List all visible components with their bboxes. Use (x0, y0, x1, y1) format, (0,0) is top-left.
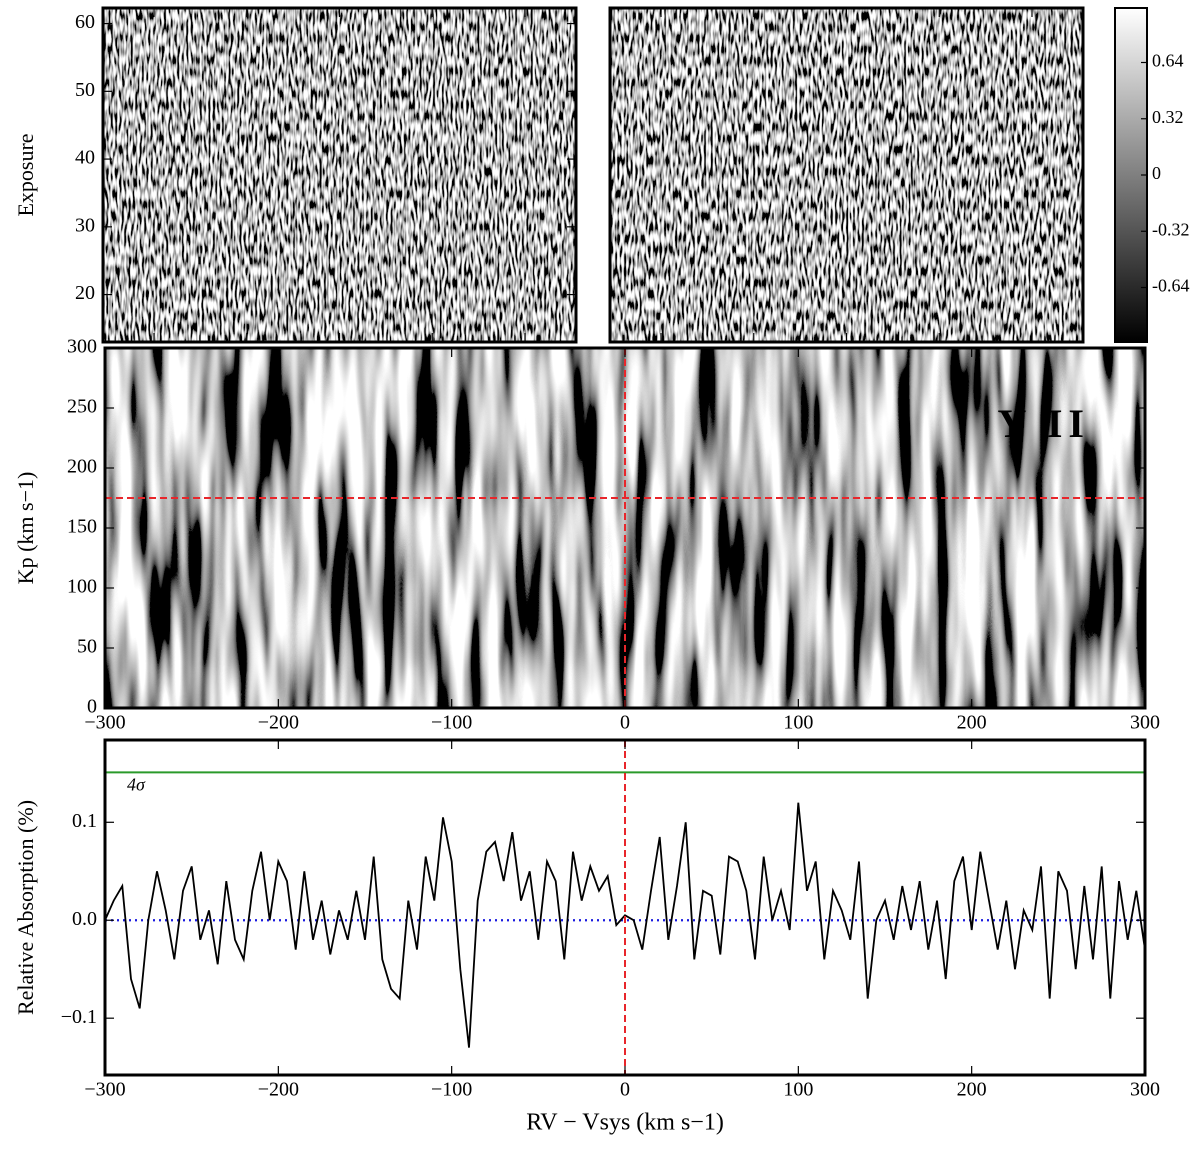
y-tick-label: −0.1 (61, 1006, 97, 1028)
threshold-label: 4σ (127, 774, 146, 794)
y-tick-label: 300 (67, 336, 97, 358)
y-tick-label: 0 (87, 696, 97, 718)
y-tick-label: 30 (75, 214, 95, 236)
x-tick-label: −100 (431, 1079, 472, 1101)
y-tick-label: 200 (67, 456, 97, 478)
y-tick-label: 50 (77, 636, 97, 658)
y-tick-label: 0.1 (72, 810, 97, 832)
annotation: Y II (997, 401, 1090, 446)
colorbar-tick-label: 0.32 (1152, 107, 1184, 127)
y-tick-label: 250 (67, 396, 97, 418)
x-tick-label: 200 (957, 1079, 987, 1101)
y-axis-label: Relative Absorption (%) (13, 800, 38, 1015)
x-tick-label: 300 (1130, 712, 1160, 734)
x-tick-label: 0 (620, 712, 630, 734)
x-tick-label: 200 (957, 712, 987, 734)
y-tick-label: 20 (75, 282, 95, 304)
y-tick-label: 100 (67, 576, 97, 598)
y-tick-label: 60 (75, 11, 95, 33)
x-tick-label: 0 (620, 1079, 630, 1101)
x-tick-label: 100 (783, 712, 813, 734)
series-line (104, 802, 1146, 1048)
colorbar-tick-label: 0 (1152, 163, 1161, 183)
x-tick-label: −300 (84, 1079, 125, 1101)
x-tick-label: −100 (431, 712, 472, 734)
y-tick-label: 0.0 (72, 908, 97, 930)
heatmap-image (103, 8, 576, 342)
x-axis-label: RV − Vsys (km s−1) (526, 1110, 724, 1136)
x-tick-label: 100 (783, 1079, 813, 1101)
y-tick-label: 150 (67, 516, 97, 538)
y-axis-label: Exposure (13, 133, 38, 216)
y-axis-label: Kp (km s−1) (13, 472, 38, 585)
heatmap-image (610, 8, 1083, 342)
y-tick-label: 40 (75, 147, 95, 169)
colorbar-tick-label: 0.64 (1152, 51, 1184, 71)
x-tick-label: −200 (258, 1079, 299, 1101)
x-tick-label: 300 (1130, 1079, 1160, 1101)
y-tick-label: 50 (75, 79, 95, 101)
x-tick-label: −200 (258, 712, 299, 734)
colorbar-tick-label: -0.64 (1152, 276, 1190, 296)
colorbar-tick-label: -0.32 (1152, 219, 1190, 239)
x-tick-label: −300 (84, 712, 125, 734)
